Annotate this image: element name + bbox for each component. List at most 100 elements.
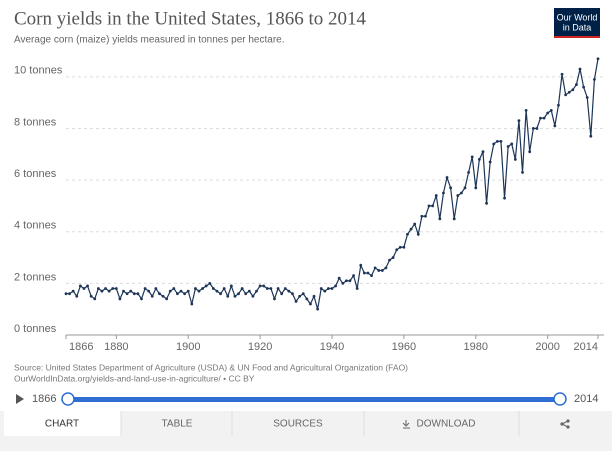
point xyxy=(172,287,176,290)
point xyxy=(539,116,542,120)
slider-start: 1866 xyxy=(32,393,56,405)
point xyxy=(64,292,68,296)
point xyxy=(409,227,413,231)
point xyxy=(334,284,337,288)
source-url: OurWorldInData.org/yields-and-land-use-i… xyxy=(14,373,255,383)
point xyxy=(596,57,600,61)
tab[interactable]: SOURCES xyxy=(273,419,323,430)
point xyxy=(560,72,564,76)
point xyxy=(309,302,312,306)
point xyxy=(582,85,586,89)
point xyxy=(524,108,528,112)
point xyxy=(186,289,190,293)
point xyxy=(283,287,287,290)
x-tick-label: 2014 xyxy=(574,341,598,353)
point xyxy=(222,287,226,290)
point xyxy=(442,191,445,195)
point xyxy=(370,274,373,278)
point xyxy=(413,222,417,226)
point xyxy=(485,201,488,205)
y-tick-label: 0 tonnes xyxy=(14,323,57,335)
point xyxy=(78,284,82,288)
point xyxy=(510,142,514,146)
point xyxy=(535,127,539,130)
x-tick-label: 2000 xyxy=(535,341,559,353)
point xyxy=(312,294,316,298)
point xyxy=(255,289,258,293)
point xyxy=(578,67,582,71)
slider-track[interactable] xyxy=(68,397,560,402)
y-tick-label: 6 tonnes xyxy=(14,168,57,180)
point xyxy=(269,287,273,290)
point xyxy=(233,294,237,298)
point xyxy=(384,266,388,270)
logo-text[interactable]: Our World xyxy=(557,12,598,22)
point xyxy=(211,287,215,290)
point xyxy=(391,256,395,259)
point xyxy=(567,90,571,94)
point xyxy=(355,287,359,290)
point xyxy=(344,279,348,283)
tab-active[interactable] xyxy=(4,411,121,436)
point xyxy=(388,258,391,262)
point xyxy=(398,245,402,249)
point xyxy=(330,287,334,290)
tab[interactable]: TABLE xyxy=(162,419,193,430)
point xyxy=(237,292,240,296)
point xyxy=(531,127,535,130)
point xyxy=(319,287,323,290)
point xyxy=(179,289,183,293)
y-tick-label: 10 tonnes xyxy=(14,65,63,77)
x-tick-label: 1866 xyxy=(69,341,93,353)
point xyxy=(445,176,449,179)
point xyxy=(298,294,302,298)
point xyxy=(93,297,97,301)
point xyxy=(219,292,222,296)
point xyxy=(470,155,474,159)
point xyxy=(427,204,431,208)
tab[interactable]: DOWNLOAD xyxy=(417,419,476,430)
point xyxy=(449,186,453,190)
point xyxy=(373,266,377,270)
point xyxy=(258,284,262,288)
x-tick-label: 1940 xyxy=(320,341,344,353)
point xyxy=(503,196,506,200)
slider-handle[interactable] xyxy=(61,392,75,406)
point xyxy=(499,139,503,143)
point xyxy=(71,289,75,293)
share-icon[interactable] xyxy=(560,419,570,429)
logo[interactable] xyxy=(554,8,600,38)
point xyxy=(463,186,467,190)
point xyxy=(104,287,107,290)
download-icon[interactable] xyxy=(402,420,410,429)
point xyxy=(197,289,201,293)
point xyxy=(291,292,294,296)
point xyxy=(362,271,366,275)
plot: 0 tonnes 2 tonnes 4 tonnes 6 tonnes 8 tonnes… xyxy=(14,57,604,353)
point xyxy=(107,289,111,293)
logo-text[interactable]: in Data xyxy=(563,22,592,32)
point xyxy=(492,142,496,146)
point xyxy=(143,287,147,290)
point xyxy=(327,287,330,290)
play-button[interactable] xyxy=(16,394,24,404)
slider-end: 2014 xyxy=(574,393,598,405)
point xyxy=(467,170,470,174)
point xyxy=(359,263,363,267)
point xyxy=(431,204,435,208)
logo-stripe xyxy=(554,36,600,38)
point xyxy=(100,289,104,293)
slider-handle[interactable] xyxy=(553,392,567,406)
point xyxy=(528,150,532,154)
point xyxy=(460,191,463,195)
point xyxy=(416,232,420,236)
point xyxy=(380,269,384,272)
point xyxy=(96,287,100,290)
point xyxy=(240,287,244,290)
tab[interactable]: CHART xyxy=(45,419,79,430)
point xyxy=(89,294,93,298)
point xyxy=(395,248,399,252)
point xyxy=(168,289,172,293)
point xyxy=(456,194,460,197)
point xyxy=(557,103,560,107)
